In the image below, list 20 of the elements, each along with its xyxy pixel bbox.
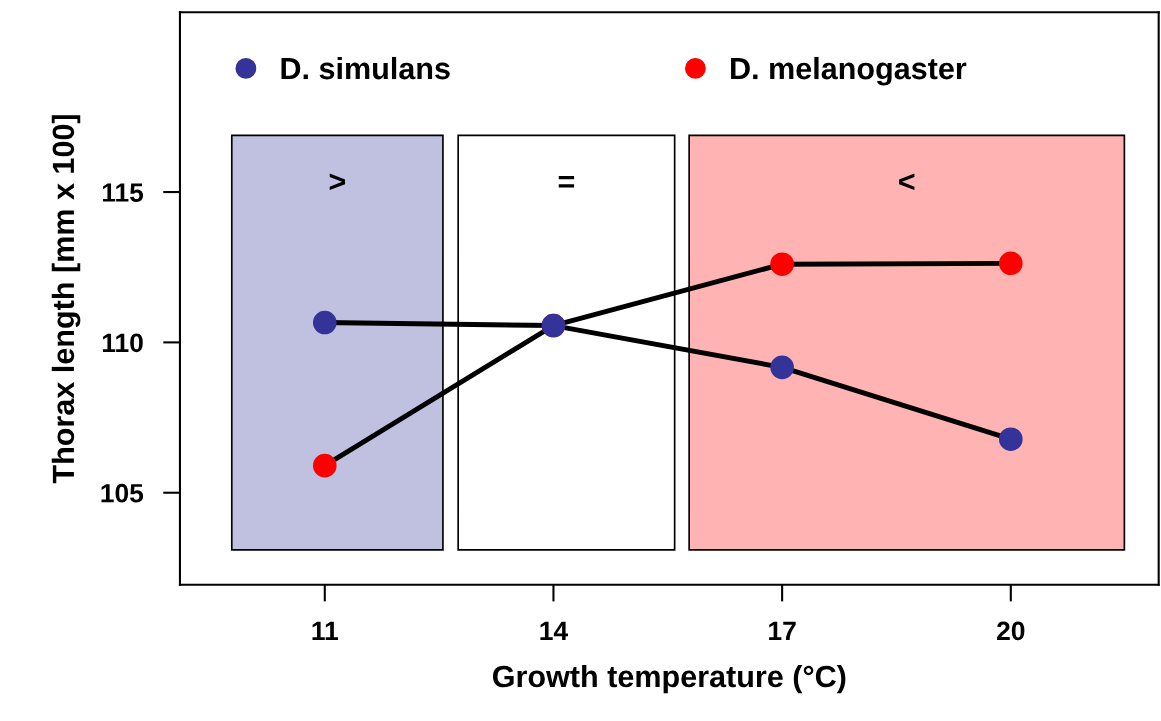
legend-label: D. simulans <box>281 56 450 80</box>
x-tick-label: 11 <box>312 621 338 640</box>
point <box>770 252 794 277</box>
x-tick-label: 20 <box>997 621 1025 641</box>
y-tick-label: 105 <box>101 483 144 503</box>
x-tick-label: 14 <box>540 621 568 640</box>
y-axis-title: Thorax length [mm x 100] <box>51 115 81 484</box>
x-axis-title: Growth temperature (°C) <box>493 664 846 694</box>
band-label: = <box>558 176 575 188</box>
y-tick-label: 110 <box>102 333 143 353</box>
y-tick-label: 115 <box>102 183 144 202</box>
point <box>998 251 1023 276</box>
point <box>312 310 337 335</box>
x-tick-label: 17 <box>769 621 796 640</box>
point <box>998 427 1023 452</box>
point <box>770 355 794 380</box>
point <box>312 453 337 478</box>
legend-label: D. melanogaster <box>731 56 967 86</box>
band-label: < <box>899 173 915 191</box>
band-label: > <box>329 173 346 191</box>
